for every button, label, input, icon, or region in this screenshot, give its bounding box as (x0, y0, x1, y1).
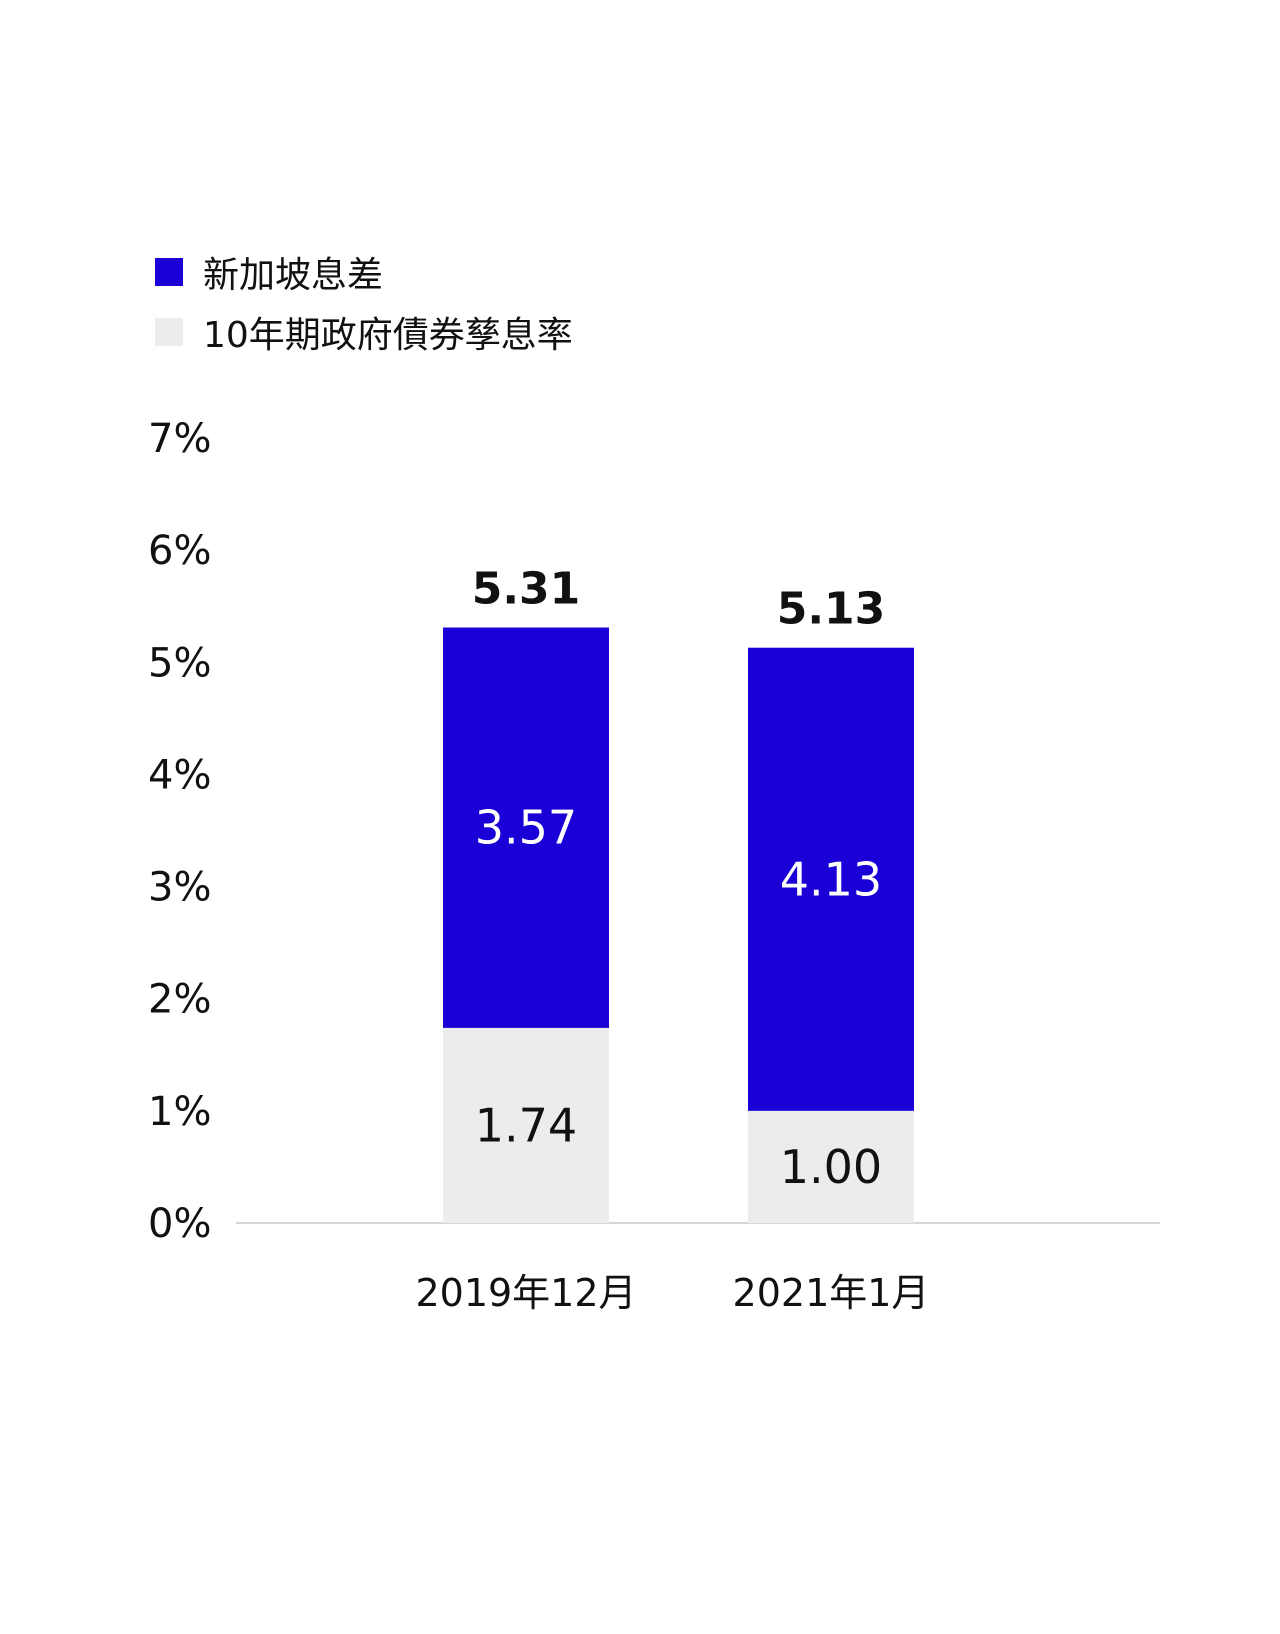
y-tick-label: 7% (148, 416, 211, 462)
bar-total-label: 5.31 (472, 564, 581, 615)
y-tick-label: 0% (148, 1201, 211, 1247)
legend-label-bond-yield: 10年期政府債券孳息率 (203, 315, 573, 356)
y-tick-label: 1% (148, 1089, 211, 1135)
bar-segment-bond-yield (443, 1027, 609, 1223)
legend-item-spread: 新加坡息差 (155, 252, 573, 296)
bar-segment-bond-yield (748, 1110, 914, 1223)
legend-swatch-spread (155, 258, 183, 286)
y-tick-label: 3% (148, 865, 211, 911)
bar-total-label: 5.13 (777, 584, 886, 635)
bar-segment-spread (443, 627, 609, 1028)
bar-segment-spread (748, 647, 914, 1111)
x-category-label: 2021年1月 (733, 1271, 930, 1315)
legend-swatch-bond-yield (155, 318, 183, 346)
bar-segment-value-label: 4.13 (780, 852, 882, 906)
legend: 新加坡息差 10年期政府債券孳息率 (155, 252, 573, 372)
y-tick-label: 2% (148, 977, 211, 1023)
bar-segment-value-label: 1.74 (475, 1098, 577, 1152)
x-category-label: 2019年12月 (415, 1271, 636, 1315)
y-tick-label: 4% (148, 752, 211, 798)
legend-item-bond-yield: 10年期政府債券孳息率 (155, 312, 573, 356)
bar-segment-value-label: 1.00 (780, 1140, 882, 1194)
y-tick-label: 5% (148, 640, 211, 686)
legend-label-spread: 新加坡息差 (203, 255, 384, 296)
y-tick-label: 6% (148, 528, 211, 574)
bar-segment-value-label: 3.57 (475, 801, 577, 855)
